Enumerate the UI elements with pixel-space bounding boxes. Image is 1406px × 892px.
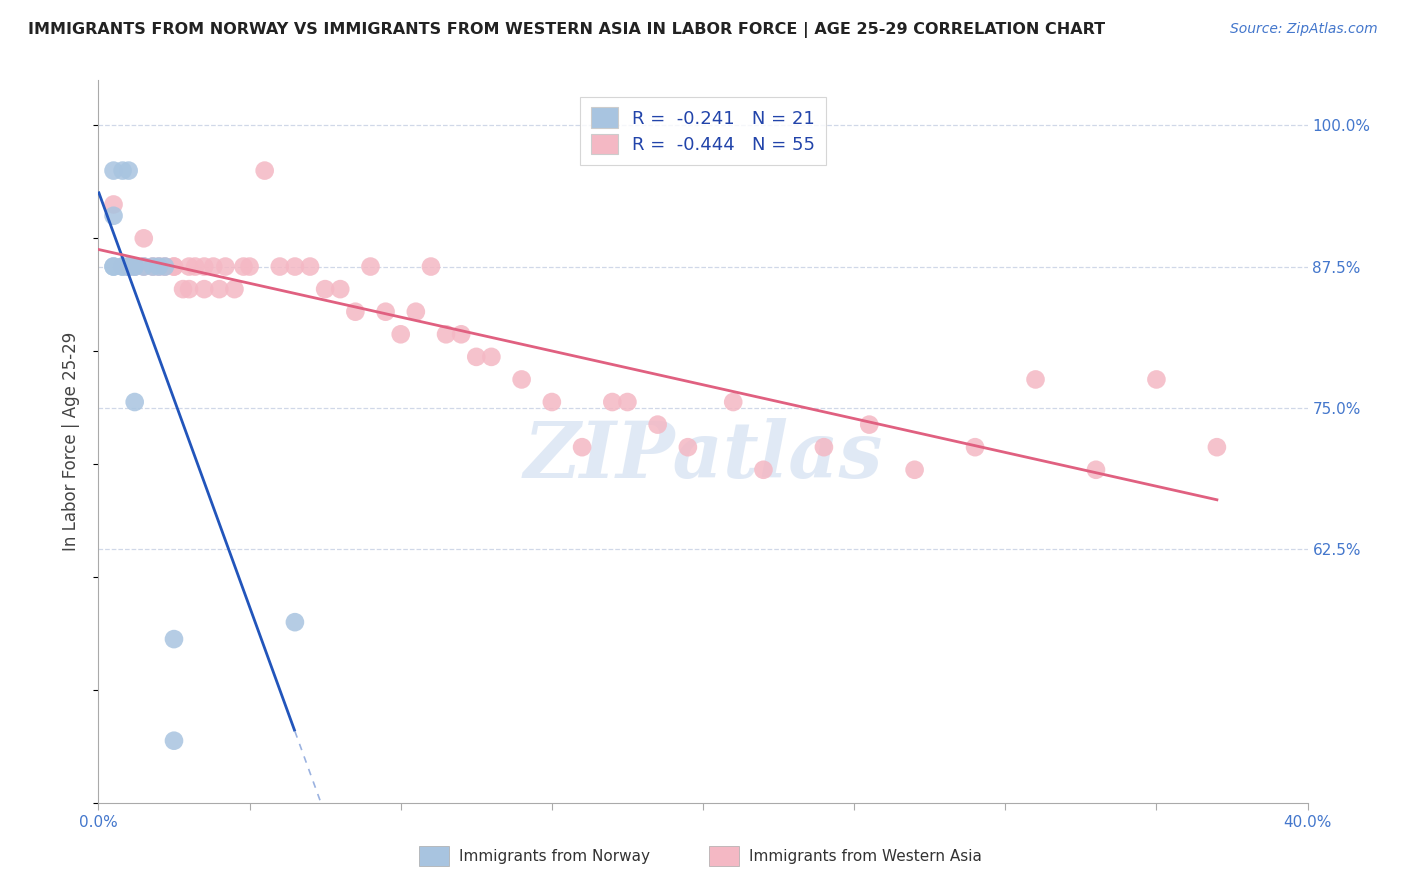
Text: Immigrants from Norway: Immigrants from Norway	[458, 849, 650, 863]
Point	[904, 463, 927, 477]
Point	[676, 440, 699, 454]
Point	[111, 163, 134, 178]
Text: Source: ZipAtlas.com: Source: ZipAtlas.com	[1230, 22, 1378, 37]
Point	[132, 260, 155, 274]
Point	[253, 163, 276, 178]
Point	[1144, 372, 1167, 386]
Point	[172, 282, 194, 296]
Point	[616, 395, 638, 409]
Point	[232, 260, 254, 274]
Point	[858, 417, 880, 432]
Point	[132, 260, 155, 274]
Point	[132, 231, 155, 245]
Point	[142, 260, 165, 274]
Point	[602, 395, 624, 409]
Point	[540, 395, 562, 409]
Point	[329, 282, 352, 296]
Point	[510, 372, 533, 386]
Point	[179, 260, 201, 274]
Point	[193, 260, 215, 274]
Point	[163, 733, 186, 747]
Point	[111, 260, 134, 274]
Point	[299, 260, 322, 274]
Y-axis label: In Labor Force | Age 25-29: In Labor Force | Age 25-29	[62, 332, 80, 551]
Point	[647, 417, 669, 432]
Point	[314, 282, 336, 296]
Point	[103, 163, 125, 178]
FancyBboxPatch shape	[709, 847, 740, 866]
Point	[465, 350, 488, 364]
Point	[193, 282, 215, 296]
Point	[103, 260, 125, 274]
Point	[723, 395, 745, 409]
Point	[124, 260, 146, 274]
Point	[224, 282, 246, 296]
Point	[1085, 463, 1108, 477]
Text: ZIPatlas: ZIPatlas	[523, 417, 883, 494]
Point	[214, 260, 236, 274]
Point	[202, 260, 225, 274]
Point	[284, 260, 307, 274]
Point	[118, 260, 141, 274]
Point	[179, 282, 201, 296]
Point	[153, 260, 176, 274]
Point	[124, 260, 146, 274]
Point	[360, 260, 382, 274]
Point	[813, 440, 835, 454]
Point	[118, 260, 141, 274]
Point	[405, 304, 427, 318]
Point	[118, 260, 141, 274]
Point	[374, 304, 396, 318]
Point	[118, 260, 141, 274]
Point	[111, 260, 134, 274]
Point	[184, 260, 207, 274]
Point	[148, 260, 170, 274]
Point	[269, 260, 291, 274]
Point	[163, 260, 186, 274]
Point	[239, 260, 262, 274]
Point	[344, 304, 367, 318]
Point	[148, 260, 170, 274]
Point	[571, 440, 593, 454]
Point	[1024, 372, 1046, 386]
Point	[103, 260, 125, 274]
FancyBboxPatch shape	[419, 847, 449, 866]
Point	[142, 260, 165, 274]
Point	[420, 260, 443, 274]
Point	[103, 197, 125, 211]
Point	[965, 440, 987, 454]
Point	[163, 260, 186, 274]
Point	[450, 327, 472, 342]
Point	[1206, 440, 1229, 454]
Text: IMMIGRANTS FROM NORWAY VS IMMIGRANTS FROM WESTERN ASIA IN LABOR FORCE | AGE 25-2: IMMIGRANTS FROM NORWAY VS IMMIGRANTS FRO…	[28, 22, 1105, 38]
Legend: R =  -0.241   N = 21, R =  -0.444   N = 55: R = -0.241 N = 21, R = -0.444 N = 55	[579, 96, 827, 165]
Text: Immigrants from Western Asia: Immigrants from Western Asia	[749, 849, 981, 863]
Point	[153, 260, 176, 274]
Point	[284, 615, 307, 629]
Point	[163, 632, 186, 646]
Point	[118, 163, 141, 178]
Point	[124, 395, 146, 409]
Point	[389, 327, 412, 342]
Point	[752, 463, 775, 477]
Point	[124, 260, 146, 274]
Point	[103, 209, 125, 223]
Point	[481, 350, 503, 364]
Point	[434, 327, 457, 342]
Point	[208, 282, 231, 296]
